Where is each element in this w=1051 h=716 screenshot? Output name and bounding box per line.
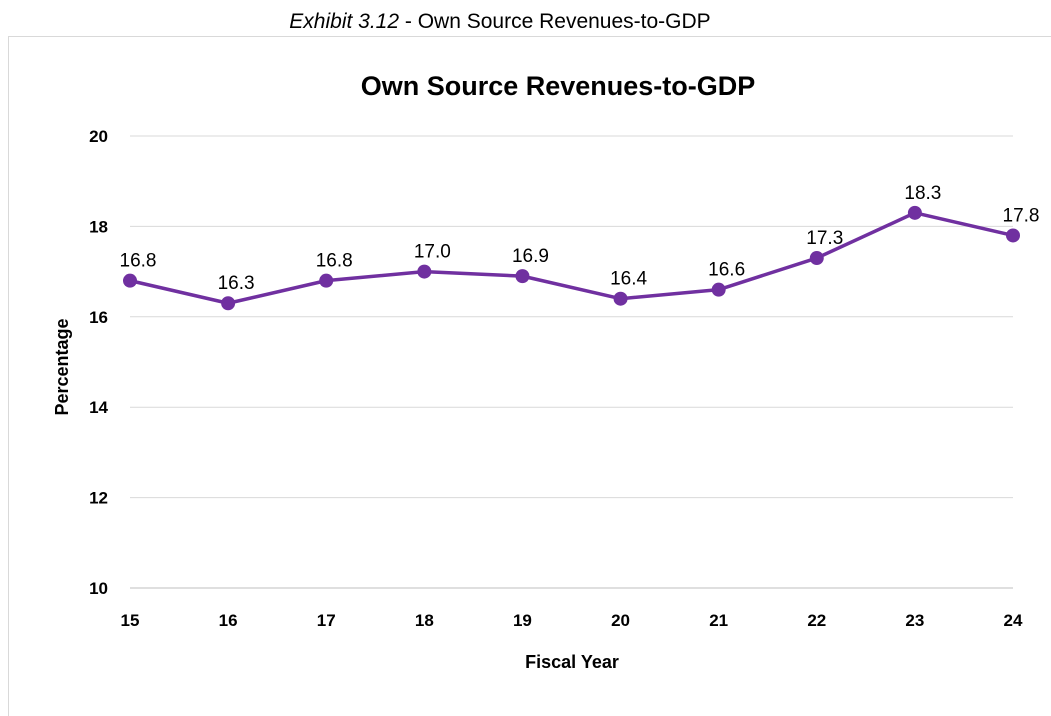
data-point [907, 205, 922, 220]
data-point [417, 264, 432, 279]
x-tick-label: 23 [905, 611, 924, 630]
data-point [221, 296, 236, 311]
y-tick-label: 20 [89, 127, 108, 146]
data-point [613, 291, 628, 306]
data-label: 16.4 [610, 269, 647, 290]
exhibit-separator: - [399, 10, 418, 33]
exhibit-label: Exhibit 3.12 [289, 10, 400, 33]
chart-frame [8, 36, 1051, 716]
data-point [123, 273, 137, 288]
x-tick-label: 19 [513, 611, 532, 630]
y-axis-title: Percentage [52, 318, 72, 415]
data-label: 18.3 [904, 183, 941, 204]
data-label: 16.8 [120, 251, 157, 272]
chart-title: Own Source Revenues-to-GDP [361, 71, 756, 101]
data-label: 16.6 [708, 260, 745, 281]
x-tick-label: 24 [1004, 611, 1023, 630]
data-label: 17.8 [1003, 205, 1040, 226]
x-tick-label: 17 [317, 611, 336, 630]
y-tick-label: 12 [89, 489, 108, 508]
series-line [128, 211, 1015, 305]
y-tick-label: 10 [89, 579, 108, 598]
series-line-layer [128, 211, 1015, 305]
exhibit-title: Own Source Revenues-to-GDP [417, 10, 711, 33]
gridlines [130, 135, 1013, 589]
y-tick-label: 16 [89, 308, 108, 327]
y-tick-label: 14 [89, 398, 108, 417]
data-label: 16.3 [218, 273, 255, 294]
x-tick-label: 15 [121, 611, 140, 630]
x-tick-label: 16 [219, 611, 238, 630]
data-labels: 16.8 16.3 16.8 17.0 16.9 16.4 16.6 17.3 18.3 17.8 [120, 183, 1040, 294]
data-point [319, 273, 334, 288]
x-tick-label: 18 [415, 611, 434, 630]
data-point [515, 269, 530, 284]
data-markers [123, 205, 1020, 311]
data-label: 17.3 [806, 228, 843, 249]
data-label: 16.9 [512, 246, 549, 267]
data-point [711, 282, 726, 297]
data-label: 17.0 [414, 242, 451, 263]
x-axis-ticks: 15 16 17 18 19 20 21 22 23 24 [121, 611, 1023, 630]
data-label: 16.8 [316, 251, 353, 272]
y-axis-ticks: 10 12 14 16 18 20 [89, 127, 108, 598]
x-tick-label: 20 [611, 611, 630, 630]
data-point [1006, 228, 1020, 243]
exhibit-caption: Exhibit 3.12 - Own Source Revenues-to-GD… [0, 10, 1000, 34]
y-tick-label: 18 [89, 217, 108, 236]
x-tick-label: 22 [807, 611, 826, 630]
x-tick-label: 21 [709, 611, 728, 630]
x-axis-title: Fiscal Year [525, 652, 619, 672]
data-point [809, 251, 824, 266]
